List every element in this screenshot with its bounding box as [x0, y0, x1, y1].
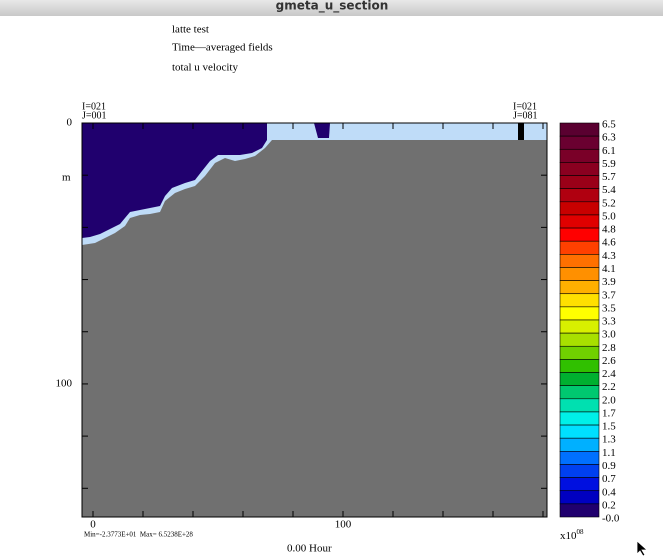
colorbar-box — [559, 122, 600, 137]
colorbar-box — [559, 345, 600, 360]
colorbar-label: 4.3 — [602, 250, 616, 262]
stats: Min=-2.3773E+01 Max= 6.5238E+28 — [84, 531, 193, 539]
colorbar-label: 5.2 — [602, 197, 616, 209]
colorbar-label: 1.3 — [602, 434, 616, 446]
colorbar-box — [559, 319, 600, 334]
colorbar-label: 1.1 — [602, 447, 616, 459]
plot-frame — [81, 122, 548, 518]
corner-label: J=081 — [513, 110, 538, 121]
colorbar-box — [559, 201, 600, 216]
colorbar-label: 0.2 — [602, 499, 616, 511]
y-tick-label: 0 — [67, 117, 73, 129]
y-tick-label: 100 — [56, 377, 73, 389]
title-line: Time—averaged fields — [172, 42, 273, 54]
title-line: total u velocity — [172, 62, 238, 74]
corner-label: J=001 — [82, 110, 107, 121]
colorbar-label: 5.4 — [602, 184, 616, 196]
colorbar-label: 4.1 — [602, 263, 616, 275]
colorbar-label: 4.8 — [602, 224, 616, 236]
colorbar-box — [559, 188, 600, 203]
mouse-cursor — [636, 540, 649, 556]
colorbar-label: 3.3 — [602, 316, 616, 328]
colorbar-label: 3.9 — [602, 276, 616, 288]
colorbar-label: 6.3 — [602, 132, 616, 144]
colorbar-box — [559, 175, 600, 189]
colorbar-box — [559, 306, 600, 321]
colorbar-box — [559, 359, 600, 373]
colorbar-label: 0.4 — [602, 486, 616, 498]
colorbar-box — [559, 490, 600, 505]
colorbar-box — [559, 411, 600, 426]
colorbar-box — [559, 148, 600, 163]
colorbar-box — [559, 227, 600, 242]
colorbar-box — [559, 451, 600, 465]
colorbar-label: 2.4 — [602, 368, 616, 380]
colorbar-label: 2.0 — [602, 394, 616, 406]
colorbar-label: 1.5 — [602, 421, 616, 433]
colorbar-label: 2.8 — [602, 342, 616, 354]
colorbar-label: 2.2 — [602, 381, 616, 393]
colorbar-box — [559, 464, 600, 478]
bathymetry — [82, 140, 547, 517]
y-axis-label: m — [62, 172, 71, 184]
corner-label: I=021 — [82, 101, 106, 112]
colorbar-label: 3.0 — [602, 329, 616, 341]
colorbar-label: 6.5 — [602, 119, 616, 131]
colorbar-box — [559, 135, 600, 150]
colorbar-label: 6.1 — [602, 145, 616, 157]
colorbar-box — [559, 385, 600, 400]
colorbar-box — [559, 280, 600, 295]
corner-label: I=021 — [513, 101, 537, 112]
colorbar-label: 3.5 — [602, 302, 616, 314]
plot-field — [81, 122, 548, 518]
colorbar-box — [559, 398, 600, 413]
colorbar-box — [559, 162, 600, 176]
x-tick-label: 100 — [335, 519, 352, 531]
time-label: 0.00 Hour — [287, 543, 332, 555]
field-region — [314, 123, 330, 138]
colorbar-box — [559, 254, 600, 268]
colorbar-label: 0.7 — [602, 473, 616, 485]
colorbar-label: -0.0 — [602, 513, 620, 525]
colorbar-multiplier: x1008 — [560, 528, 584, 542]
colorbar-label: 5.7 — [602, 171, 616, 183]
colorbar-box — [559, 437, 600, 452]
field-region — [82, 123, 267, 238]
colorbar-box — [559, 214, 600, 229]
colorbar-box — [559, 293, 600, 308]
colorbar-box — [559, 332, 600, 347]
colorbar-box — [559, 503, 600, 518]
colorbar-box — [559, 477, 600, 492]
colorbar-label: 5.9 — [602, 158, 616, 170]
colorbar-label: 2.6 — [602, 355, 616, 367]
x-tick-label: 0 — [90, 519, 96, 531]
title-bar — [0, 0, 663, 16]
colorbar-label: 5.0 — [602, 210, 616, 222]
title-line: latte test — [172, 24, 209, 36]
exponent: 08 — [577, 528, 585, 536]
colorbar-label: 4.6 — [602, 237, 616, 249]
field-region — [518, 123, 524, 141]
colorbar-box — [559, 240, 600, 255]
colorbar-label: 1.7 — [602, 407, 616, 419]
colorbar-label: 3.7 — [602, 289, 616, 301]
window-title: gmeta_u_section — [276, 0, 389, 14]
colorbar-box — [559, 424, 600, 439]
colorbar-box — [559, 267, 600, 281]
colorbar-box — [559, 372, 600, 386]
multiplier: x10 — [560, 530, 577, 542]
colorbar-label: 0.9 — [602, 460, 616, 472]
